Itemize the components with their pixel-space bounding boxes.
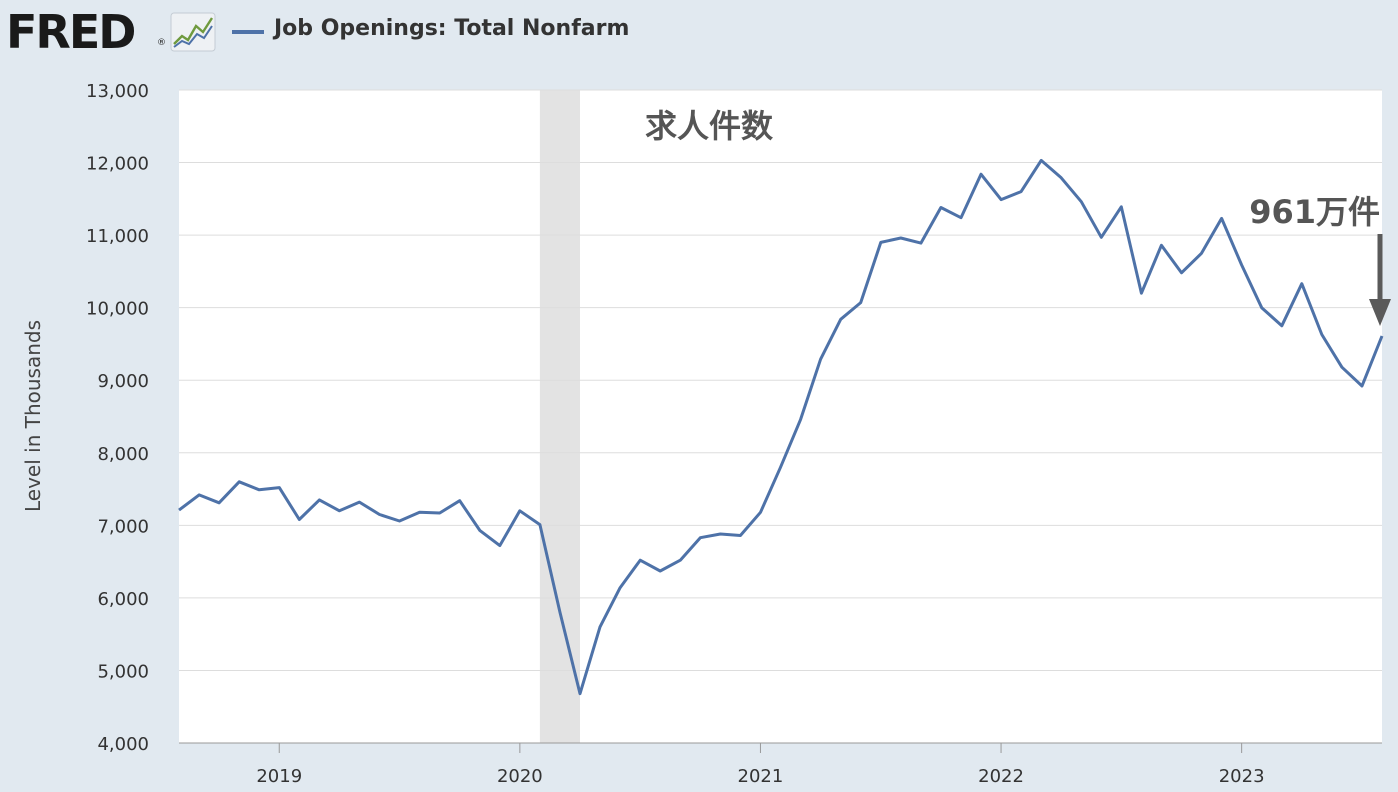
data-point[interactable] bbox=[656, 567, 664, 575]
data-point[interactable] bbox=[1198, 249, 1206, 257]
data-point[interactable] bbox=[877, 238, 885, 246]
y-axis-ticks: 4,000 5,000 6,000 7,000 8,000 9,000 10,000 11,0… bbox=[86, 81, 149, 755]
series-line bbox=[178, 158, 1384, 696]
data-point[interactable] bbox=[335, 507, 343, 515]
data-point[interactable] bbox=[837, 315, 845, 323]
data-point[interactable] bbox=[1178, 269, 1186, 277]
data-point[interactable] bbox=[295, 516, 303, 524]
data-point[interactable] bbox=[1037, 156, 1045, 164]
fred-logo[interactable]: FRED bbox=[6, 5, 136, 59]
data-point[interactable] bbox=[1298, 280, 1306, 288]
data-point[interactable] bbox=[376, 511, 384, 519]
y-tick-label: 12,000 bbox=[86, 154, 149, 175]
data-point[interactable] bbox=[1338, 363, 1346, 371]
data-point[interactable] bbox=[1318, 331, 1326, 339]
data-point[interactable] bbox=[736, 532, 744, 540]
x-tick-label: 2021 bbox=[738, 766, 784, 787]
data-point[interactable] bbox=[355, 498, 363, 506]
data-point[interactable] bbox=[997, 196, 1005, 204]
y-tick-label: 4,000 bbox=[97, 734, 149, 755]
data-point[interactable] bbox=[596, 623, 604, 631]
y-tick-label: 8,000 bbox=[97, 444, 149, 465]
data-point[interactable] bbox=[1157, 241, 1165, 249]
data-point[interactable] bbox=[1017, 188, 1025, 196]
data-point[interactable] bbox=[1077, 198, 1085, 206]
legend-label: Job Openings: Total Nonfarm bbox=[274, 16, 630, 41]
data-point[interactable] bbox=[1057, 174, 1065, 182]
data-point[interactable] bbox=[195, 491, 203, 499]
legend-line-swatch bbox=[232, 30, 264, 34]
annotation-arrow-head bbox=[1369, 298, 1391, 326]
x-tick-label: 2023 bbox=[1219, 766, 1265, 787]
recession-shade bbox=[539, 90, 580, 743]
data-point[interactable] bbox=[496, 542, 504, 550]
data-point[interactable] bbox=[536, 521, 544, 529]
data-point[interactable] bbox=[937, 204, 945, 212]
data-point[interactable] bbox=[696, 534, 704, 542]
plot-area bbox=[179, 90, 1382, 743]
data-point[interactable] bbox=[757, 508, 765, 516]
fred-graph-icon bbox=[170, 12, 216, 52]
x-tick-label: 2019 bbox=[256, 766, 302, 787]
data-point[interactable] bbox=[917, 239, 925, 247]
chart-title: 求人件数 bbox=[645, 107, 774, 145]
annotation-label: 961万件 bbox=[1249, 193, 1380, 231]
data-point[interactable] bbox=[1218, 214, 1226, 222]
data-point[interactable] bbox=[315, 496, 323, 504]
data-point[interactable] bbox=[416, 508, 424, 516]
y-tick-label: 6,000 bbox=[97, 589, 149, 610]
y-tick-label: 7,000 bbox=[97, 516, 149, 537]
data-point[interactable] bbox=[556, 608, 564, 616]
data-point[interactable] bbox=[175, 506, 183, 514]
data-point[interactable] bbox=[1358, 382, 1366, 390]
data-point[interactable] bbox=[977, 170, 985, 178]
data-point[interactable] bbox=[957, 214, 965, 222]
data-point[interactable] bbox=[716, 530, 724, 538]
data-point[interactable] bbox=[857, 299, 865, 307]
data-point[interactable] bbox=[777, 463, 785, 471]
data-point[interactable] bbox=[456, 497, 464, 505]
data-point[interactable] bbox=[1238, 261, 1246, 269]
data-point[interactable] bbox=[576, 690, 584, 698]
data-point[interactable] bbox=[636, 556, 644, 564]
data-point[interactable] bbox=[436, 509, 444, 517]
chart-header: FRED ® Job Openings: Total Nonfarm bbox=[0, 0, 1398, 64]
y-tick-label: 11,000 bbox=[86, 226, 149, 247]
data-point[interactable] bbox=[817, 355, 825, 363]
data-point[interactable] bbox=[476, 526, 484, 534]
data-point[interactable] bbox=[1258, 304, 1266, 312]
data-point[interactable] bbox=[1117, 203, 1125, 211]
data-point[interactable] bbox=[1097, 233, 1105, 241]
data-point[interactable] bbox=[616, 584, 624, 592]
data-point[interactable] bbox=[1278, 322, 1286, 330]
data-point[interactable] bbox=[897, 234, 905, 242]
y-tick-label: 5,000 bbox=[97, 661, 149, 682]
x-tick-label: 2020 bbox=[497, 766, 543, 787]
x-axis-ticks: 2019 2020 2021 2022 2023 bbox=[256, 743, 1265, 787]
data-point[interactable] bbox=[797, 415, 805, 423]
y-tick-label: 9,000 bbox=[97, 371, 149, 392]
data-point[interactable] bbox=[1378, 332, 1386, 340]
registered-mark: ® bbox=[157, 38, 166, 48]
data-point[interactable] bbox=[215, 499, 223, 507]
y-tick-label: 10,000 bbox=[86, 299, 149, 320]
data-point[interactable] bbox=[275, 484, 283, 492]
y-tick-label: 13,000 bbox=[86, 81, 149, 102]
data-point[interactable] bbox=[1137, 289, 1145, 297]
data-point[interactable] bbox=[255, 486, 263, 494]
data-point[interactable] bbox=[396, 517, 404, 525]
x-tick-label: 2022 bbox=[978, 766, 1024, 787]
y-axis-label: Level in Thousands bbox=[21, 320, 45, 512]
data-point[interactable] bbox=[676, 556, 684, 564]
data-point[interactable] bbox=[235, 478, 243, 486]
data-point[interactable] bbox=[516, 507, 524, 515]
